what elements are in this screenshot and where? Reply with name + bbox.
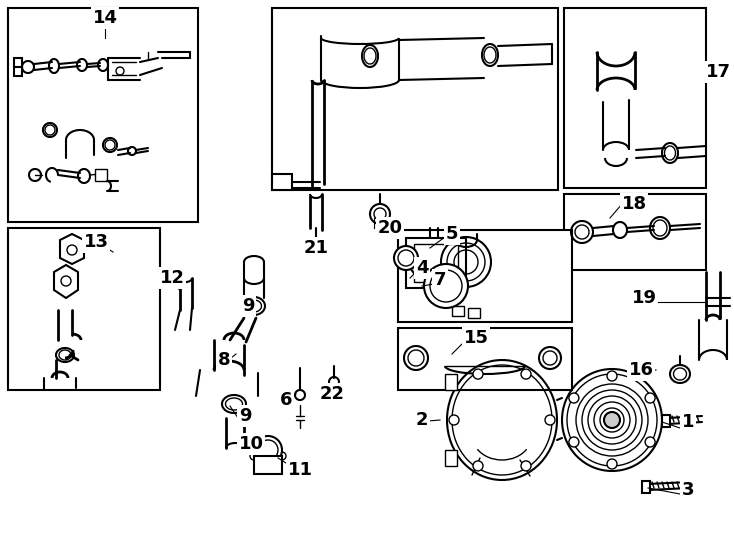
- Circle shape: [607, 371, 617, 381]
- Text: 17: 17: [705, 63, 730, 81]
- Text: 21: 21: [303, 239, 329, 257]
- Circle shape: [473, 369, 483, 379]
- Circle shape: [394, 246, 418, 270]
- Circle shape: [521, 369, 531, 379]
- Bar: [272, 8, 558, 190]
- Bar: [468, 308, 480, 318]
- Bar: [8, 228, 160, 390]
- Bar: [414, 244, 458, 282]
- Bar: [272, 174, 292, 190]
- Circle shape: [473, 461, 483, 471]
- Bar: [95, 169, 107, 181]
- Circle shape: [449, 415, 459, 425]
- Bar: [398, 328, 572, 390]
- Text: 18: 18: [622, 195, 647, 213]
- Text: 4: 4: [415, 259, 428, 277]
- Text: 15: 15: [463, 329, 489, 347]
- Text: 2: 2: [415, 411, 428, 429]
- Circle shape: [545, 415, 555, 425]
- Circle shape: [569, 393, 579, 403]
- Bar: [14, 58, 22, 76]
- Bar: [564, 8, 706, 188]
- Bar: [406, 238, 466, 288]
- Circle shape: [116, 67, 124, 75]
- Text: 5: 5: [446, 225, 458, 243]
- Circle shape: [569, 437, 579, 447]
- Circle shape: [67, 245, 77, 255]
- Text: 19: 19: [631, 289, 656, 307]
- Bar: [8, 8, 198, 222]
- Bar: [452, 306, 464, 316]
- Text: 9: 9: [241, 297, 254, 315]
- Circle shape: [61, 276, 71, 286]
- Text: 11: 11: [288, 461, 313, 479]
- Bar: [445, 450, 457, 466]
- Text: 6: 6: [280, 391, 292, 409]
- Circle shape: [430, 270, 462, 302]
- Text: 1: 1: [682, 413, 694, 431]
- Bar: [642, 481, 650, 493]
- Text: 3: 3: [682, 481, 694, 499]
- Text: 22: 22: [319, 385, 344, 403]
- Circle shape: [645, 437, 655, 447]
- Circle shape: [424, 264, 468, 308]
- Text: 10: 10: [239, 435, 264, 453]
- Text: 7: 7: [434, 271, 446, 289]
- Text: 20: 20: [377, 219, 402, 237]
- Circle shape: [604, 412, 620, 428]
- Text: 16: 16: [628, 361, 653, 379]
- Circle shape: [645, 393, 655, 403]
- Text: 12: 12: [159, 269, 184, 287]
- Text: 14: 14: [92, 9, 117, 27]
- Bar: [254, 456, 282, 474]
- Text: 9: 9: [239, 407, 251, 425]
- Bar: [445, 374, 457, 390]
- Text: 13: 13: [84, 233, 109, 251]
- Bar: [564, 194, 706, 270]
- Text: 8: 8: [218, 351, 230, 369]
- Circle shape: [521, 461, 531, 471]
- Bar: [662, 415, 670, 427]
- Circle shape: [607, 459, 617, 469]
- Circle shape: [398, 250, 414, 266]
- Bar: [398, 230, 572, 322]
